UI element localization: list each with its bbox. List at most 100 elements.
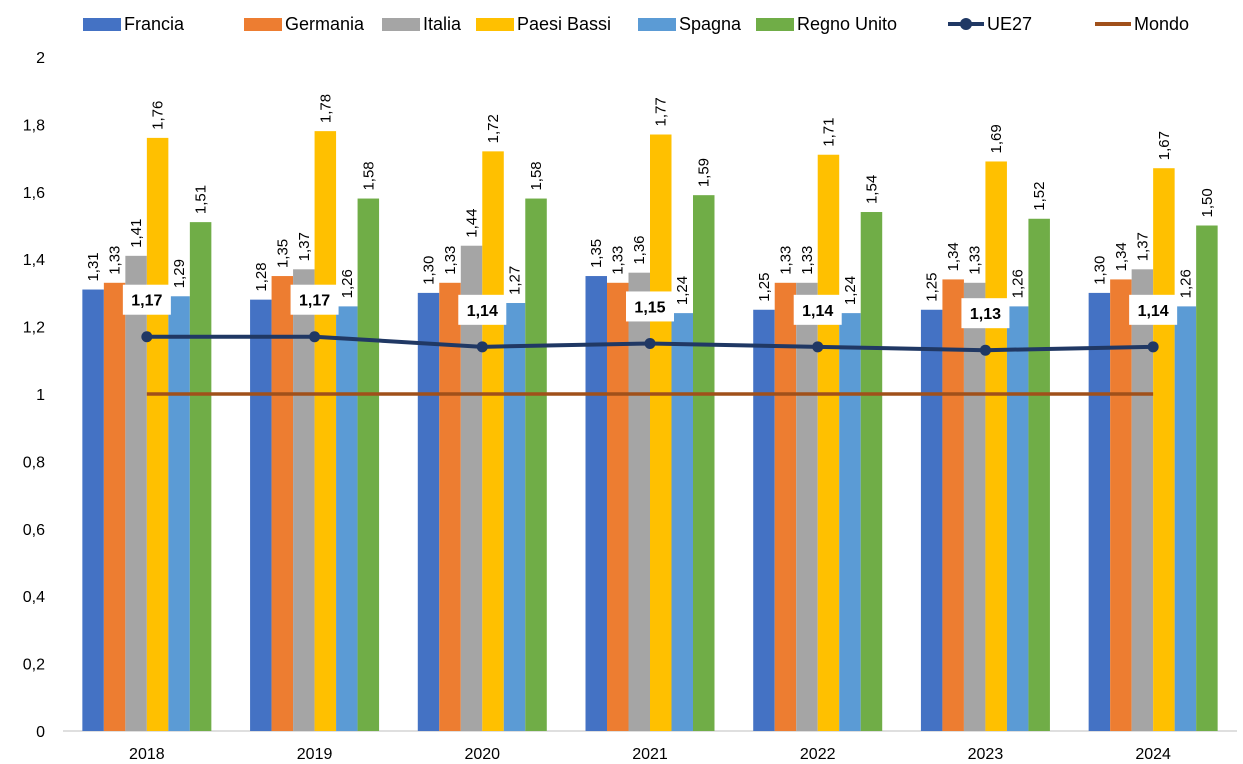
marker-ue27 — [1147, 341, 1159, 353]
bar-value-label: 1,44 — [464, 209, 481, 238]
bar-francia — [82, 289, 104, 731]
bar-value-label: 1,36 — [631, 235, 648, 264]
y-tick-label: 1,4 — [23, 252, 45, 269]
bar-value-label: 1,35 — [274, 239, 291, 268]
bar-value-label: 1,59 — [696, 158, 713, 187]
bar-value-label: 1,26 — [1177, 269, 1194, 298]
bar-francia — [585, 276, 607, 731]
bar-value-label: 1,41 — [128, 219, 145, 248]
bar-value-label: 1,67 — [1156, 131, 1173, 160]
y-tick-label: 1,8 — [23, 117, 45, 134]
line-value-label-box — [458, 294, 507, 325]
y-tick-label: 1,2 — [23, 320, 45, 337]
bar-value-label: 1,30 — [421, 256, 438, 285]
legend-label: Spagna — [679, 13, 742, 34]
bar-francia — [920, 309, 943, 731]
bar-value-label: 1,58 — [360, 161, 377, 190]
y-tick-label: 0,6 — [23, 522, 45, 539]
bar-germania — [774, 282, 797, 731]
bar-italia — [460, 245, 483, 731]
y-tick-label: 1,6 — [23, 185, 45, 202]
line-value-label: 1,14 — [802, 303, 833, 320]
x-tick-label: 2018 — [129, 746, 165, 763]
line-value-label-box — [122, 284, 171, 315]
legend-label: Italia — [423, 13, 462, 34]
bar-paesi-bassi — [985, 161, 1007, 732]
bar-italia — [1131, 269, 1154, 731]
bar-value-label: 1,35 — [588, 239, 605, 268]
legend-label: Paesi Bassi — [517, 13, 612, 34]
legend-item-italia: Italia — [382, 6, 461, 42]
bar-spagna — [336, 306, 358, 731]
bar-value-label: 1,52 — [1031, 182, 1048, 211]
bar-value-label: 1,51 — [193, 185, 210, 214]
marker-ue27 — [979, 344, 991, 356]
bar-value-label: 1,77 — [653, 97, 670, 126]
legend-line-swatch — [948, 17, 984, 31]
bar-regno-unito — [1028, 218, 1050, 731]
marker-ue27 — [141, 331, 153, 343]
y-tick-label: 0 — [36, 724, 45, 741]
bar-germania — [607, 282, 629, 731]
bar-francia — [417, 292, 440, 731]
bar-value-label: 1,37 — [296, 232, 313, 261]
bar-value-label: 1,25 — [756, 273, 773, 302]
legend-item-regno-unito: Regno Unito — [756, 6, 897, 42]
line-value-label: 1,14 — [1138, 303, 1169, 320]
legend-swatch — [244, 17, 282, 31]
marker-ue27 — [476, 341, 488, 353]
bar-paesi-bassi — [650, 134, 672, 731]
bar-germania — [942, 279, 964, 731]
bar-value-label: 1,33 — [777, 246, 794, 275]
bar-value-label: 1,26 — [1010, 269, 1027, 298]
bar-value-label: 1,33 — [442, 246, 459, 275]
line-value-label: 1,17 — [299, 293, 330, 310]
y-tick-label: 0,8 — [23, 454, 45, 471]
bar-regno-unito — [357, 198, 380, 732]
bar-germania — [439, 282, 461, 731]
line-value-label: 1,14 — [467, 303, 498, 320]
x-tick-label: 2023 — [968, 746, 1004, 763]
bar-spagna — [168, 296, 190, 731]
legend-swatch — [476, 17, 514, 31]
bar-paesi-bassi — [146, 137, 169, 731]
legend-swatch — [756, 17, 794, 31]
bar-value-label: 1,25 — [924, 273, 941, 302]
legend-swatch — [83, 17, 121, 31]
line-value-label-box — [290, 284, 339, 315]
bar-spagna — [671, 313, 693, 731]
legend-swatch — [638, 17, 676, 31]
bar-value-label: 1,24 — [842, 276, 859, 305]
legend-item-francia: Francia — [83, 6, 184, 42]
line-value-label-box — [626, 291, 674, 322]
bar-value-label: 1,34 — [945, 242, 962, 271]
legend-label: Mondo — [1134, 13, 1190, 34]
legend-item-spagna: Spagna — [638, 6, 741, 42]
bar-francia — [1088, 292, 1111, 731]
bar-value-label: 1,29 — [171, 259, 188, 288]
bar-value-label: 1,78 — [317, 94, 334, 123]
x-tick-label: 2020 — [464, 746, 500, 763]
bar-italia — [293, 269, 315, 731]
bar-value-label: 1,58 — [528, 161, 545, 190]
marker-ue27 — [812, 341, 824, 353]
bar-value-label: 1,37 — [1134, 232, 1151, 261]
bar-value-label: 1,30 — [1091, 256, 1108, 285]
marker-ue27 — [644, 337, 656, 349]
bar-regno-unito — [860, 212, 883, 731]
x-tick-label: 2022 — [800, 746, 836, 763]
legend-item-paesi-bassi: Paesi Bassi — [476, 6, 611, 42]
legend-item-germania: Germania — [244, 6, 364, 42]
bar-value-label: 1,33 — [967, 246, 984, 275]
line-value-label-box — [793, 294, 842, 325]
bar-spagna — [1174, 306, 1197, 731]
y-tick-label: 0,4 — [23, 589, 45, 606]
bar-value-label: 1,76 — [150, 101, 167, 130]
bar-italia — [125, 255, 147, 731]
bar-value-label: 1,31 — [85, 252, 102, 281]
legend-label: UE27 — [987, 13, 1033, 34]
bar-germania — [271, 276, 294, 731]
legend-line-swatch — [1095, 17, 1131, 31]
y-tick-label: 1 — [36, 387, 45, 404]
